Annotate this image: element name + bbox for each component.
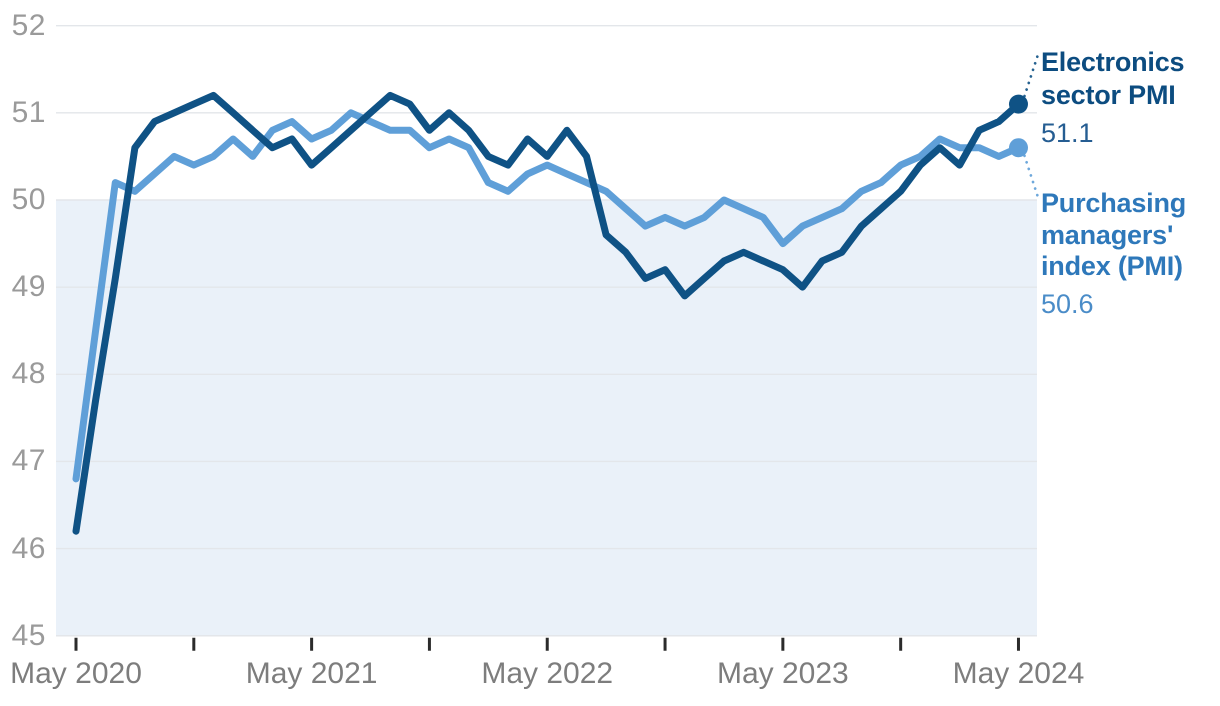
series-endpoint-pmi — [1008, 138, 1028, 158]
series-label-electronics: Electronics sector PMI — [1041, 47, 1185, 110]
series-line-pmi — [72, 109, 1022, 483]
series-label-pmi: Purchasing managers' index (PMI) — [1041, 188, 1187, 281]
series-value-pmi: 50.6 — [1041, 289, 1094, 319]
contraction-zone-shading — [56, 200, 1037, 636]
leader-line-pmi — [1023, 154, 1039, 198]
series-line-electronics — [72, 91, 1022, 535]
leader-line-electronics — [1023, 54, 1039, 98]
series-endpoint-electronics — [1008, 94, 1028, 114]
series-value-electronics: 51.1 — [1041, 118, 1094, 148]
